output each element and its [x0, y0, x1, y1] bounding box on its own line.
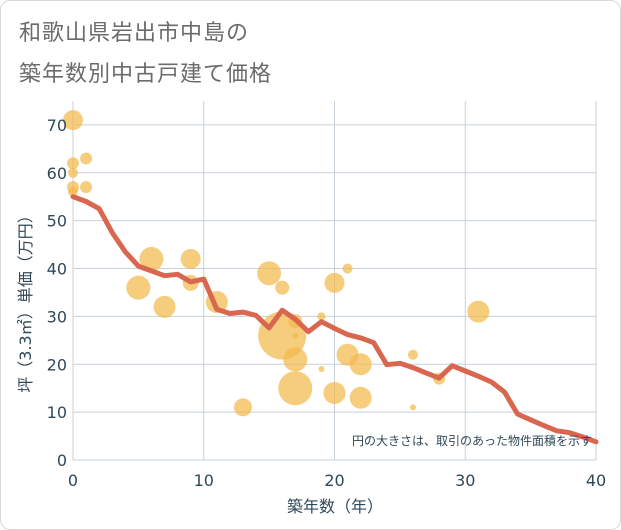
x-tick-label: 30 [455, 471, 475, 490]
bubble-point [63, 110, 83, 131]
y-axis-title: 坪（3.3㎡）単価（万円） [16, 207, 35, 392]
y-tick-label: 50 [47, 212, 67, 231]
bubble-point [283, 347, 308, 372]
x-axis-title: 築年数（年） [287, 497, 383, 516]
y-tick-label: 40 [47, 260, 67, 279]
bubble-point [153, 295, 176, 318]
bubble-point [233, 398, 252, 417]
average-price-line [70, 194, 599, 445]
bubble-point [80, 152, 93, 165]
x-tick-labels: 0 10 20 30 40 [68, 471, 606, 490]
bubble-point [68, 186, 78, 197]
bubble-point [349, 353, 372, 376]
bubble-point [342, 263, 353, 274]
x-tick-label: 20 [324, 471, 344, 490]
bubble-size-note: 円の大きさは、取引のあった物件面積を示す [352, 433, 592, 448]
x-tick-label: 0 [68, 471, 78, 490]
y-tick-label: 70 [47, 116, 67, 135]
bubble-point [409, 404, 416, 411]
chart-title-line-1: 和歌山県岩出市中島の [19, 21, 250, 46]
bubble-point [467, 300, 490, 323]
x-tick-label: 10 [194, 471, 214, 490]
bubble-point [139, 246, 164, 271]
average-line-layer [70, 194, 599, 445]
bubble-point [68, 167, 78, 178]
x-tick-label: 40 [586, 471, 606, 490]
y-tick-label: 10 [47, 403, 67, 422]
bubble-point [275, 280, 290, 295]
y-tick-label: 20 [47, 355, 67, 374]
bubble-point [126, 275, 151, 300]
bubble-point [292, 332, 299, 339]
bubble-point [318, 366, 325, 373]
bubble-point [180, 248, 201, 269]
chart-title-line-2: 築年数別中古戸建て価格 [19, 62, 273, 87]
bubble-point [317, 312, 326, 321]
bubble-point [278, 371, 313, 406]
y-tick-label: 0 [57, 451, 67, 470]
bubble-point [349, 386, 372, 409]
bubble-point [80, 181, 93, 194]
bubble-point [324, 272, 345, 293]
bubble-point [323, 381, 346, 404]
y-tick-labels: 0 10 20 30 40 50 60 70 [47, 116, 67, 470]
bubble-point [257, 261, 282, 286]
y-tick-label: 60 [47, 164, 67, 183]
y-tick-label: 30 [47, 307, 67, 326]
bubble-point [407, 349, 418, 360]
bubble-point [67, 157, 79, 170]
